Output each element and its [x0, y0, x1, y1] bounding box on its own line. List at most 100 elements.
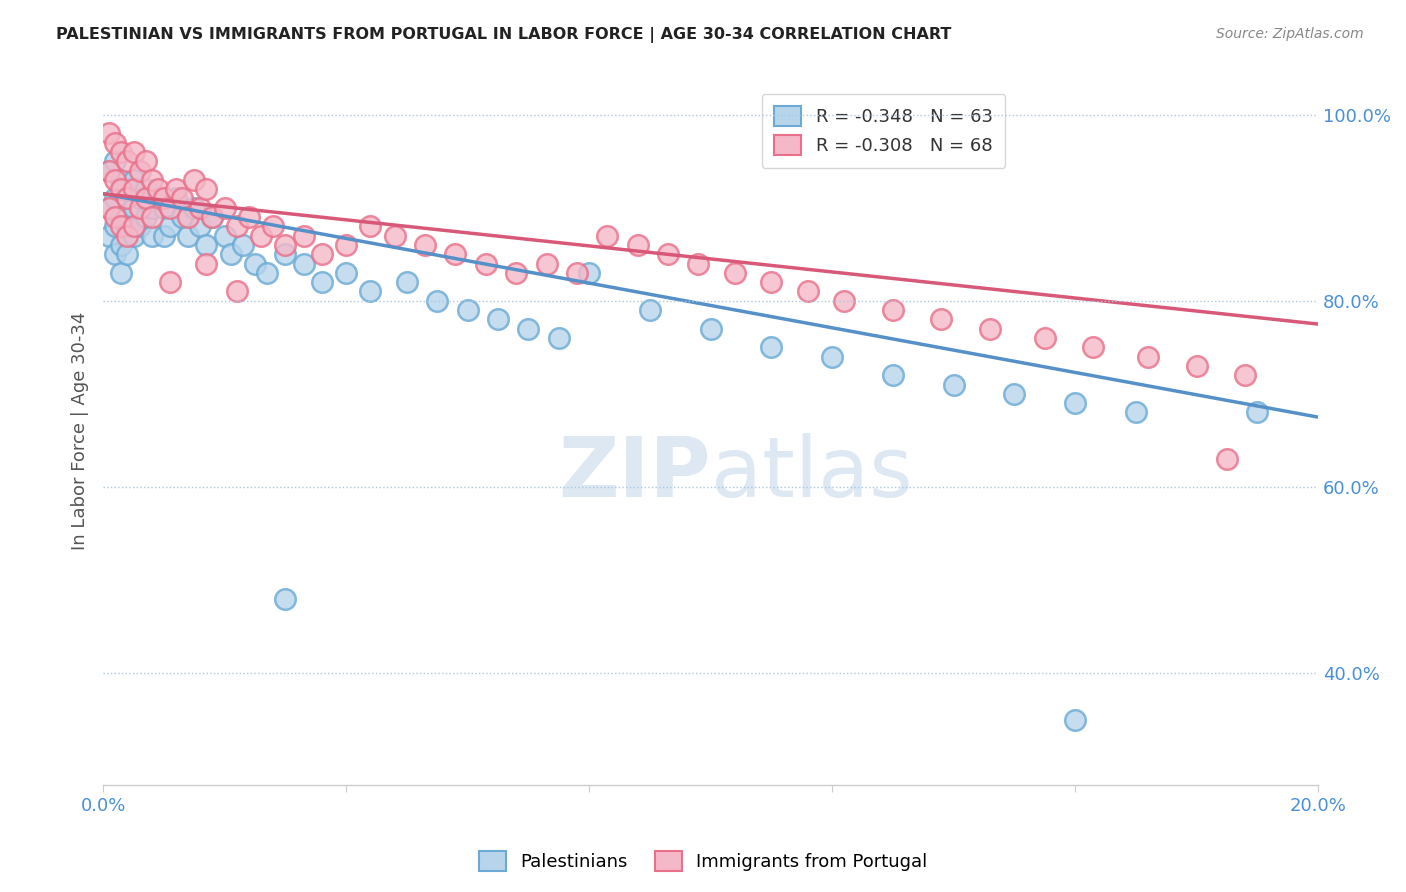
Point: [117, 219, 139, 234]
Point: [141, 210, 163, 224]
Point: [1125, 405, 1147, 419]
Point: [110, 238, 132, 252]
Point: [1185, 359, 1208, 373]
Point: [256, 266, 278, 280]
Point: [1246, 405, 1268, 419]
Point: [225, 285, 247, 299]
Point: [882, 368, 904, 383]
Point: [232, 238, 254, 252]
Point: [153, 228, 176, 243]
Point: [135, 154, 157, 169]
Point: [195, 238, 218, 252]
Point: [122, 182, 145, 196]
Point: [104, 210, 127, 224]
Point: [274, 247, 297, 261]
Point: [104, 219, 127, 234]
Point: [159, 201, 181, 215]
Point: [141, 228, 163, 243]
Point: [104, 154, 127, 169]
Point: [657, 247, 679, 261]
Point: [638, 303, 661, 318]
Point: [1064, 396, 1087, 410]
Point: [104, 191, 127, 205]
Point: [335, 238, 357, 252]
Point: [159, 219, 181, 234]
Point: [110, 145, 132, 159]
Point: [1002, 387, 1025, 401]
Point: [1216, 452, 1239, 467]
Point: [1234, 368, 1257, 383]
Point: [98, 201, 121, 215]
Point: [201, 210, 224, 224]
Point: [110, 210, 132, 224]
Point: [238, 210, 260, 224]
Point: [110, 182, 132, 196]
Point: [311, 275, 333, 289]
Point: [274, 591, 297, 606]
Legend: R = -0.348   N = 63, R = -0.308   N = 68: R = -0.348 N = 63, R = -0.308 N = 68: [762, 94, 1005, 168]
Point: [165, 191, 187, 205]
Point: [761, 340, 783, 354]
Point: [486, 312, 509, 326]
Point: [274, 238, 297, 252]
Point: [141, 173, 163, 187]
Point: [699, 322, 721, 336]
Point: [214, 228, 236, 243]
Point: [117, 247, 139, 261]
Point: [761, 275, 783, 289]
Point: [797, 285, 820, 299]
Point: [335, 266, 357, 280]
Point: [292, 228, 315, 243]
Point: [214, 201, 236, 215]
Point: [110, 173, 132, 187]
Point: [122, 145, 145, 159]
Point: [128, 219, 150, 234]
Point: [1033, 331, 1056, 345]
Point: [146, 182, 169, 196]
Text: Source: ZipAtlas.com: Source: ZipAtlas.com: [1216, 27, 1364, 41]
Point: [359, 219, 381, 234]
Point: [475, 256, 498, 270]
Point: [262, 219, 284, 234]
Point: [159, 275, 181, 289]
Point: [627, 238, 650, 252]
Point: [565, 266, 588, 280]
Point: [135, 210, 157, 224]
Point: [384, 228, 406, 243]
Point: [104, 136, 127, 150]
Point: [183, 173, 205, 187]
Y-axis label: In Labor Force | Age 30-34: In Labor Force | Age 30-34: [72, 312, 89, 550]
Point: [122, 173, 145, 187]
Point: [117, 182, 139, 196]
Point: [195, 182, 218, 196]
Point: [146, 191, 169, 205]
Text: ZIP: ZIP: [558, 433, 710, 514]
Point: [153, 191, 176, 205]
Point: [135, 191, 157, 205]
Point: [122, 219, 145, 234]
Point: [931, 312, 953, 326]
Point: [250, 228, 273, 243]
Point: [979, 322, 1001, 336]
Point: [942, 377, 965, 392]
Point: [98, 126, 121, 140]
Point: [1083, 340, 1105, 354]
Point: [219, 247, 242, 261]
Point: [395, 275, 418, 289]
Point: [832, 293, 855, 308]
Point: [110, 219, 132, 234]
Point: [517, 322, 540, 336]
Point: [135, 182, 157, 196]
Point: [183, 201, 205, 215]
Point: [110, 266, 132, 280]
Point: [128, 191, 150, 205]
Point: [117, 154, 139, 169]
Point: [596, 228, 619, 243]
Point: [882, 303, 904, 318]
Point: [444, 247, 467, 261]
Point: [128, 163, 150, 178]
Text: PALESTINIAN VS IMMIGRANTS FROM PORTUGAL IN LABOR FORCE | AGE 30-34 CORRELATION C: PALESTINIAN VS IMMIGRANTS FROM PORTUGAL …: [56, 27, 952, 43]
Point: [98, 228, 121, 243]
Point: [1137, 350, 1160, 364]
Point: [153, 201, 176, 215]
